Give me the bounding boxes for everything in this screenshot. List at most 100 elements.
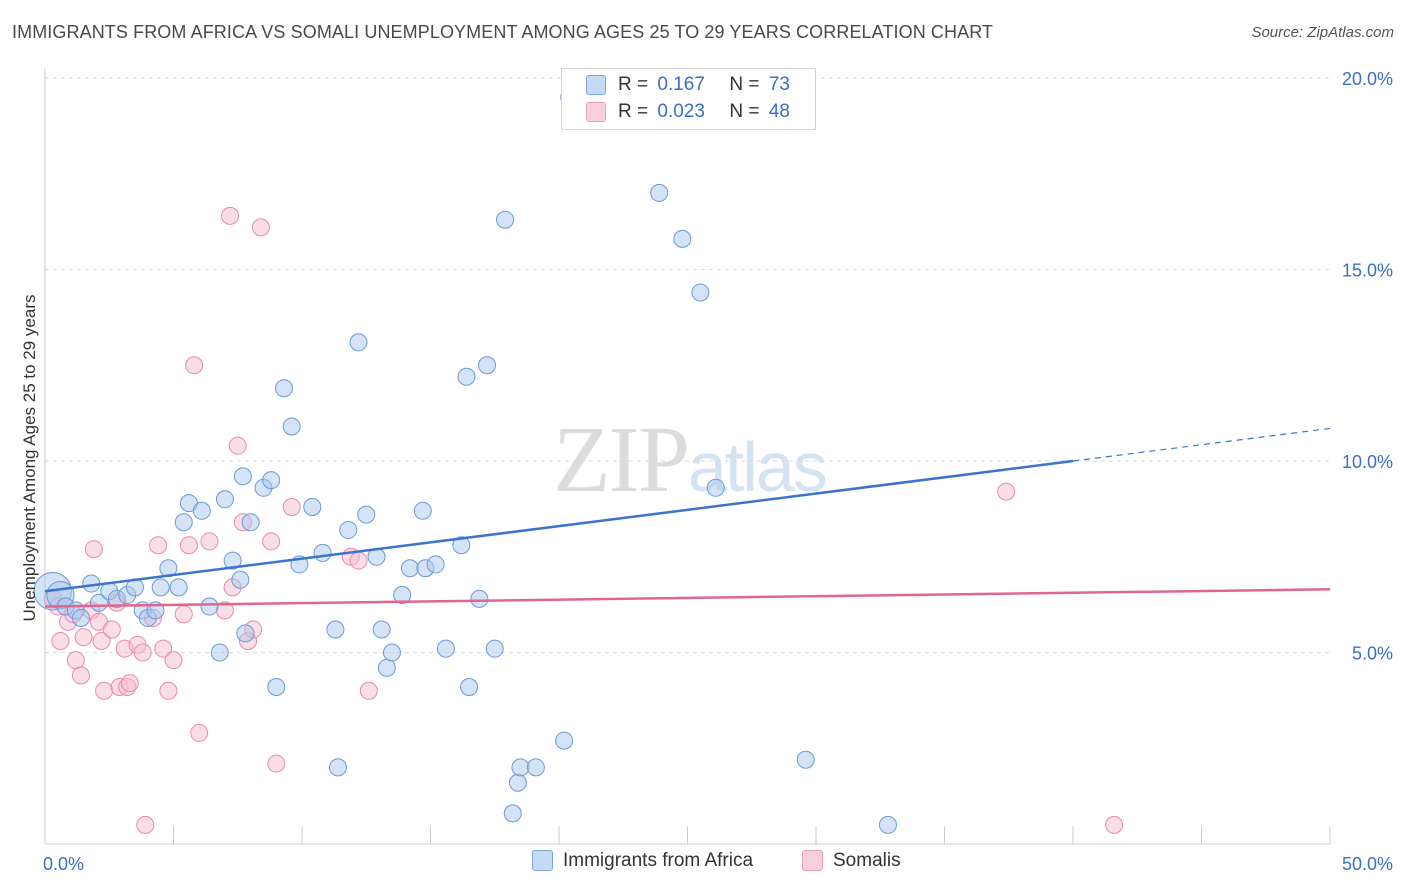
africa-point bbox=[650, 183, 669, 202]
africa-point bbox=[452, 536, 471, 555]
legend-r-label-africa: R = bbox=[618, 74, 649, 95]
africa-point bbox=[174, 513, 193, 532]
y-tick-label: 10.0% bbox=[1342, 452, 1393, 472]
africa-point bbox=[71, 609, 90, 628]
tick-labels: 5.0% 10.0% 15.0% 20.0% 0.0% 50.0% bbox=[43, 69, 1393, 874]
somalis-point bbox=[74, 628, 93, 647]
africa-point bbox=[357, 505, 376, 524]
somalis-point bbox=[200, 532, 219, 551]
africa-point bbox=[313, 543, 332, 562]
somalis-point bbox=[149, 536, 168, 555]
legend-swatch-somalis bbox=[586, 101, 606, 122]
africa-point bbox=[241, 513, 260, 532]
africa-point bbox=[503, 804, 522, 823]
somalis-point bbox=[120, 674, 139, 693]
x-tick-label-min: 0.0% bbox=[43, 854, 84, 874]
chart-title: IMMIGRANTS FROM AFRICA VS SOMALI UNEMPLO… bbox=[12, 22, 994, 42]
y-tick-label: 5.0% bbox=[1352, 644, 1393, 664]
africa-point bbox=[236, 624, 255, 643]
somalis-point bbox=[282, 497, 301, 516]
africa-point bbox=[526, 758, 545, 777]
legend-row-somalis: R = 0.023 N = 48 bbox=[586, 101, 790, 127]
somalis-point bbox=[251, 218, 270, 237]
legend-swatch-africa bbox=[586, 74, 606, 95]
africa-point bbox=[267, 677, 286, 696]
africa-point bbox=[372, 620, 391, 639]
africa-point bbox=[326, 620, 345, 639]
africa-point bbox=[460, 677, 479, 696]
africa-point bbox=[233, 467, 252, 486]
somalis-point bbox=[359, 681, 378, 700]
somalis-point bbox=[92, 632, 111, 651]
africa-point bbox=[413, 501, 432, 520]
trend-lines bbox=[44, 427, 1331, 608]
watermark-zip: ZIP bbox=[553, 408, 690, 512]
somalis-point bbox=[185, 356, 204, 375]
somalis-point bbox=[66, 651, 85, 670]
africa-point bbox=[400, 559, 419, 578]
y-axis-label: Unemployment Among Ages 25 to 29 years bbox=[20, 294, 39, 622]
somalis-point bbox=[95, 681, 114, 700]
africa-point bbox=[691, 283, 710, 302]
africa-point bbox=[673, 229, 692, 248]
africa-point bbox=[192, 501, 211, 520]
legend-r-label-somalis: R = bbox=[618, 101, 649, 122]
legend-n-label-somalis: N = bbox=[729, 101, 760, 122]
somalis-point bbox=[84, 540, 103, 559]
somalis-point bbox=[1105, 815, 1124, 834]
africa-point bbox=[262, 471, 281, 490]
africa-trend-line bbox=[44, 459, 1074, 593]
africa-point bbox=[349, 333, 368, 352]
correlation-legend: R = 0.167 N = 73 R = 0.023 N = 48 bbox=[561, 68, 816, 130]
africa-point bbox=[436, 639, 455, 658]
y-tick-label: 20.0% bbox=[1342, 69, 1393, 89]
legend-row-africa: R = 0.167 N = 73 bbox=[586, 74, 790, 100]
axes bbox=[44, 68, 1331, 845]
bottom-legend-somalis: Somalis bbox=[802, 850, 901, 878]
africa-point bbox=[223, 551, 242, 570]
africa-point bbox=[470, 589, 489, 608]
legend-n-value-africa: 73 bbox=[768, 74, 790, 95]
africa-point bbox=[393, 586, 412, 605]
legend-r-value-somalis: 0.023 bbox=[657, 101, 705, 122]
somalis-trend-line bbox=[44, 588, 1331, 608]
somalis-point bbox=[164, 651, 183, 670]
somalis-point bbox=[349, 551, 368, 570]
somalis-point bbox=[136, 815, 155, 834]
somalis-point bbox=[159, 681, 178, 700]
africa-point bbox=[796, 750, 815, 769]
bottom-legend-africa: Immigrants from Africa bbox=[532, 850, 753, 878]
bottom-legend-label-somalis: Somalis bbox=[833, 850, 901, 871]
africa-point bbox=[878, 815, 897, 834]
source-label: Source: ZipAtlas.com bbox=[1251, 24, 1394, 41]
x-tick-label-max: 50.0% bbox=[1342, 854, 1393, 874]
africa-point bbox=[485, 639, 504, 658]
africa-point bbox=[200, 597, 219, 616]
bottom-legend-swatch-africa bbox=[532, 850, 553, 872]
somalis-point bbox=[174, 605, 193, 624]
somalis-point bbox=[221, 206, 240, 225]
somalis-point bbox=[71, 666, 90, 685]
africa-point bbox=[231, 570, 250, 589]
somalis-point bbox=[102, 620, 121, 639]
bottom-legend-swatch-somalis bbox=[802, 850, 823, 872]
africa-point bbox=[508, 773, 527, 792]
y-tick-label: 15.0% bbox=[1342, 261, 1393, 281]
somalis-point bbox=[51, 632, 70, 651]
africa-point bbox=[339, 520, 358, 539]
bottom-legend-label-africa: Immigrants from Africa bbox=[563, 850, 754, 871]
africa-point bbox=[210, 643, 229, 662]
africa-point bbox=[282, 417, 301, 436]
watermark: ZIPatlas bbox=[553, 405, 828, 514]
africa-point bbox=[169, 578, 188, 597]
africa-point bbox=[426, 555, 445, 574]
africa-point bbox=[511, 758, 530, 777]
legend-n-label-africa: N = bbox=[729, 74, 760, 95]
africa-point bbox=[457, 367, 476, 386]
africa-point bbox=[303, 497, 322, 516]
legend-r-value-africa: 0.167 bbox=[657, 74, 705, 95]
africa-point bbox=[377, 658, 396, 677]
africa-point bbox=[496, 210, 515, 229]
somalis-point bbox=[179, 536, 198, 555]
